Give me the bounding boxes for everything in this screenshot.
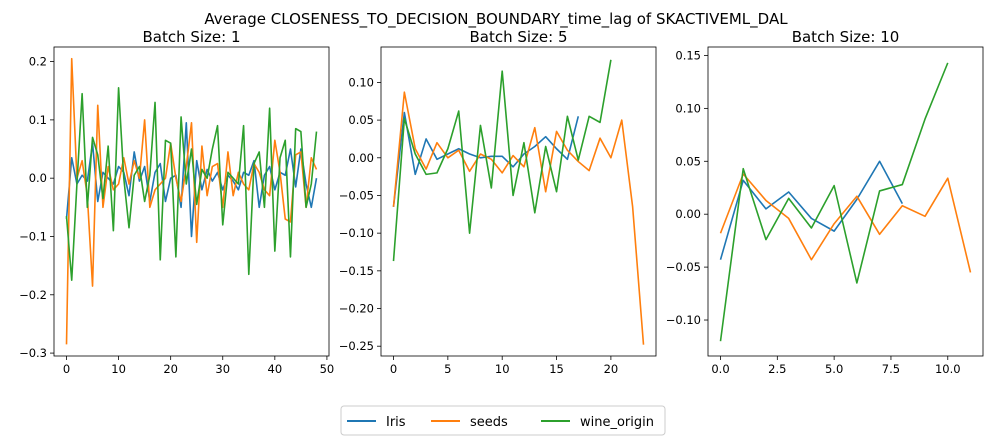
x-tick-label: 10	[495, 362, 510, 376]
y-tick-label: 0.2	[29, 55, 47, 69]
x-tick-label: 20	[604, 362, 619, 376]
y-tick-label: −0.15	[339, 264, 374, 278]
legend-frame	[340, 405, 666, 436]
x-tick-label: 10	[111, 362, 126, 376]
x-tick-label: 50	[320, 362, 335, 376]
y-tick-label: 0.00	[675, 207, 701, 221]
x-tick-label: 7.5	[882, 362, 900, 376]
legend-label-seeds: seeds	[470, 415, 508, 430]
x-tick-label: 2.5	[768, 362, 786, 376]
x-tick-label: 15	[549, 362, 564, 376]
series-line-seeds	[719, 173, 972, 273]
y-tick-label: −0.2	[19, 288, 47, 302]
y-tick-label: −0.3	[19, 346, 47, 360]
y-tick-label: 0.0	[29, 171, 47, 185]
y-tick-label: 0.05	[348, 113, 374, 127]
y-tick-label: −0.10	[339, 226, 374, 240]
y-tick-label: 0.15	[675, 48, 701, 62]
legend-label-wine-origin: wine_origin	[580, 415, 654, 430]
x-tick-label: 0	[390, 362, 397, 376]
subplot-3: Batch Size: 10 0.0 2.5 5.0 7.5 10.0 −0.10 −0.05…	[666, 28, 984, 376]
axes-frame	[380, 46, 657, 357]
series-line-iris	[65, 121, 318, 238]
subplot-title: Batch Size: 1	[142, 28, 240, 46]
subplot-title: Batch Size: 5	[469, 28, 567, 46]
y-tick-label: −0.05	[666, 260, 701, 274]
y-tick-label: −0.1	[19, 229, 47, 243]
series-line-seeds	[392, 91, 645, 345]
x-tick-label: 0.0	[711, 362, 729, 376]
x-tick-label: 10.0	[935, 362, 961, 376]
y-tick-label: 0.05	[675, 154, 701, 168]
x-tick-label: 5.0	[825, 362, 843, 376]
y-tick-label: 0.10	[675, 101, 701, 115]
subplot-1: Batch Size: 1 0 10 20 30 40 50 −0.3 −0.2 −0.1 0.0 0…	[19, 28, 334, 376]
y-tick-label: 0.00	[348, 151, 374, 165]
axes-frame	[707, 46, 984, 357]
y-tick-label: −0.25	[339, 339, 374, 353]
x-tick-label: 0	[63, 362, 70, 376]
x-tick-label: 40	[268, 362, 283, 376]
series-line-wine-origin	[65, 87, 318, 282]
legend: Iris seeds wine_origin	[340, 405, 666, 436]
legend-label-iris: Iris	[386, 415, 406, 430]
x-tick-label: 30	[215, 362, 230, 376]
y-tick-label: −0.20	[339, 302, 374, 316]
subplot-title: Batch Size: 10	[792, 28, 900, 46]
y-tick-label: −0.05	[339, 188, 374, 202]
y-tick-label: 0.1	[29, 113, 47, 127]
figure-suptitle: Average CLOSENESS_TO_DECISION_BOUNDARY_t…	[204, 10, 788, 29]
x-tick-label: 5	[444, 362, 451, 376]
series-line-wine-origin	[392, 59, 612, 262]
x-tick-label: 20	[163, 362, 178, 376]
series-line-wine-origin	[719, 62, 949, 342]
y-tick-label: −0.10	[666, 313, 701, 327]
y-tick-label: 0.10	[348, 75, 374, 89]
subplot-2: Batch Size: 5 0 5 10 15 20 −0.25 −0.20 −0.15 −0.1…	[339, 28, 657, 376]
axes-frame	[53, 46, 330, 357]
series-line-seeds	[65, 57, 318, 345]
